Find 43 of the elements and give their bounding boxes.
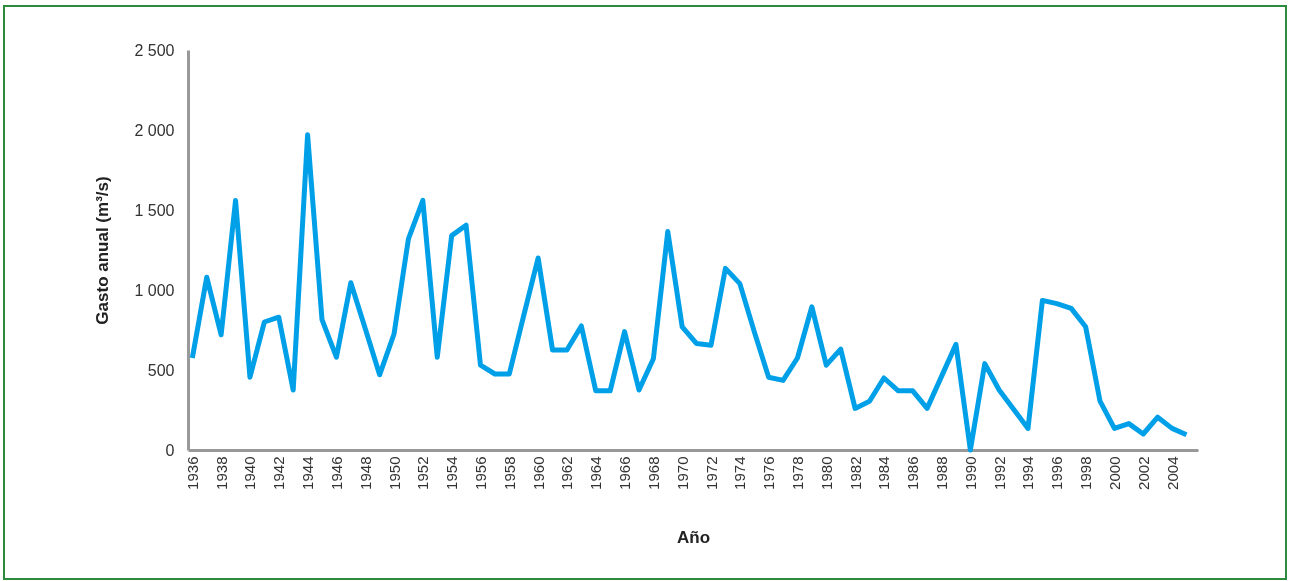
x-tick-label: 1968: [644, 456, 662, 490]
x-tick-label: 1960: [529, 456, 547, 490]
x-tick-label: 1958: [500, 456, 518, 490]
x-tick-label: 1992: [990, 456, 1008, 490]
x-tick-label: 1994: [1019, 456, 1037, 490]
x-tick-label: 2002: [1134, 456, 1152, 490]
y-tick-label: 1 500: [134, 201, 175, 219]
y-axis-title: Gasto anual (m³/s): [93, 176, 113, 325]
x-tick-label: 1998: [1077, 456, 1095, 490]
y-tick-label: 1 000: [134, 281, 175, 299]
x-tick-label: 1966: [616, 456, 634, 490]
x-tick-label: 1970: [673, 456, 691, 490]
x-tick-label: 1972: [702, 456, 720, 490]
x-tick-label: 1954: [443, 456, 461, 490]
x-tick-label: 1942: [270, 456, 288, 490]
x-tick-label: 1988: [933, 456, 951, 490]
x-tick-label: 1990: [961, 456, 979, 490]
x-tick-label: 1974: [731, 456, 749, 490]
x-tick-label: 1940: [241, 456, 259, 490]
x-tick-label: 1962: [558, 456, 576, 490]
x-tick-label: 1964: [587, 456, 605, 490]
x-tick-label: 1948: [356, 456, 374, 490]
x-tick-label: 1950: [385, 456, 403, 490]
x-tick-label: 2004: [1163, 456, 1181, 490]
x-tick-label: 1938: [212, 456, 230, 490]
x-tick-label: 1984: [875, 456, 893, 490]
x-tick-label: 1952: [414, 456, 432, 490]
x-tick-label: 1986: [904, 456, 922, 490]
x-tick-label: 1936: [183, 456, 201, 490]
x-tick-label: 1978: [788, 456, 806, 490]
x-tick-label: 1976: [760, 456, 778, 490]
y-tick-label: 2 000: [134, 121, 175, 139]
x-tick-label: 1980: [817, 456, 835, 490]
x-tick-label: 2000: [1105, 456, 1123, 490]
x-tick-label: 1944: [299, 456, 317, 490]
y-tick-label: 500: [147, 361, 175, 379]
x-tick-label: 1996: [1048, 456, 1066, 490]
x-tick-label: 1946: [327, 456, 345, 490]
x-axis-title: Año: [676, 527, 711, 547]
x-tick-label: 1956: [471, 456, 489, 490]
x-tick-label: 1982: [846, 456, 864, 490]
y-tick-label: 0: [165, 441, 175, 459]
y-tick-label: 2 500: [134, 41, 175, 59]
